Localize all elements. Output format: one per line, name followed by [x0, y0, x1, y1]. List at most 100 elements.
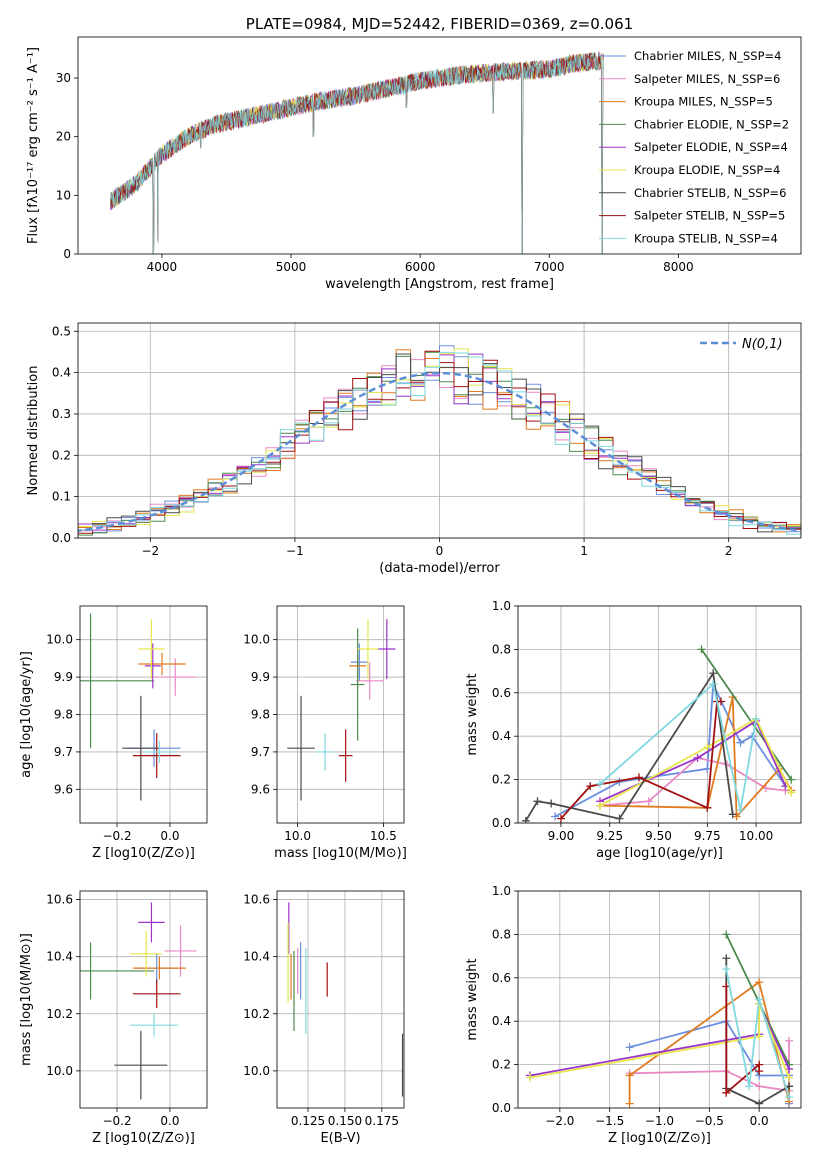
errorbar-point	[122, 695, 160, 801]
weight-series	[595, 680, 761, 814]
weight-vs-Z-axes: −2.0 −1.5 −1.0 −0.5 0.0 0.0 0.2 0.4 0.6 0.8 1.0 Z […	[465, 884, 802, 1146]
mass-vs-EBV-plot-area	[287, 902, 404, 1097]
mass-vs-Z-axes: −0.2 0.0 10.0 10.2 10.4 10.6 Z [log10(Z/Z⊙)] ma…	[19, 890, 208, 1146]
y-tick-label: 10	[56, 188, 71, 202]
weight-marker	[709, 669, 718, 678]
x-tick-label: 0.175	[365, 1114, 399, 1128]
x-tick-label: −2	[141, 544, 159, 558]
x-tick-label: −1	[286, 544, 304, 558]
x-axis-label: mass [log10(M/M⊙)]	[274, 846, 407, 861]
weight-line	[599, 717, 793, 807]
y-tick-label: 10.6	[46, 893, 73, 907]
spectrum-line	[110, 52, 604, 254]
y-tick-label: 0.2	[52, 448, 71, 462]
age-vs-mass-plot-area	[287, 619, 396, 801]
weight-marker	[595, 801, 604, 810]
y-tick-label: 9.9	[251, 670, 270, 684]
mass-vs-Z-plot-area	[80, 902, 197, 1100]
weight-vs-age-axes: 9.00 9.25 9.50 9.75 10.00 0.0 0.2 0.4 0.6 0.8 1.0 a…	[465, 599, 802, 861]
x-axis-label: wavelength [Angstrom, rest frame]	[325, 277, 554, 292]
weight-marker	[722, 930, 731, 939]
weight-line	[599, 756, 786, 807]
weight-marker	[615, 814, 624, 823]
errorbar-point	[80, 613, 155, 749]
age-vs-Z-plot-area	[80, 613, 197, 801]
legend-entry: Chabrier ELODIE, N_SSP=2	[634, 117, 789, 131]
y-axis-label: Flux [fλ10⁻¹⁷ erg cm⁻² s⁻¹ A⁻¹]	[26, 47, 41, 244]
x-tick-label: 5000	[276, 260, 307, 274]
y-tick-label: 10.2	[46, 1007, 73, 1021]
errorbar-point	[138, 619, 165, 679]
y-tick-label: 30	[56, 71, 71, 85]
weight-vs-age-plot-area	[521, 645, 796, 823]
weight-marker	[644, 797, 653, 806]
weight-line	[725, 968, 790, 1098]
spectrum-line	[110, 51, 604, 254]
age-vs-mass-frame	[276, 605, 405, 824]
weight-vs-Z-plot-area	[525, 930, 794, 1108]
legend-entry: Salpeter STELIB, N_SSP=5	[634, 209, 785, 223]
weight-marker	[755, 1082, 764, 1091]
weight-marker	[755, 1067, 764, 1076]
errorbar-point	[130, 930, 163, 977]
errorbar-point	[378, 619, 396, 679]
y-tick-label: 0.5	[52, 324, 71, 338]
x-tick-label: 6000	[405, 260, 436, 274]
legend-entry: Kroupa ELODIE, N_SSP=4	[634, 163, 780, 177]
weight-marker	[709, 680, 718, 689]
y-tick-label: 0.4	[492, 1014, 511, 1028]
spectrum-line	[110, 52, 604, 254]
y-tick-label: 0.4	[492, 729, 511, 743]
x-tick-label: 1	[580, 544, 588, 558]
y-axis-label: age [log10(age/yr)]	[19, 651, 34, 778]
weight-marker	[625, 1043, 634, 1052]
weight-marker	[625, 1099, 634, 1108]
legend-entry: Kroupa MILES, N_SSP=5	[634, 95, 773, 109]
y-tick-label: 0	[63, 247, 71, 261]
weight-marker	[697, 645, 706, 654]
weight-marker	[755, 1032, 764, 1041]
errorbar-point	[138, 902, 165, 943]
errorbar-point	[143, 740, 176, 764]
y-tick-label: 9.8	[251, 708, 270, 722]
errorbar-point	[132, 733, 181, 779]
x-axis-label: Z [log10(Z/Z⊙)]	[608, 1131, 711, 1146]
weight-series	[551, 680, 790, 821]
normal-curve	[78, 371, 801, 533]
y-tick-label: 0.6	[492, 971, 511, 985]
weight-vs-age-frame	[517, 605, 802, 824]
weight-marker	[703, 743, 712, 752]
x-tick-label: 9.00	[548, 829, 575, 843]
y-tick-label: 20	[56, 130, 71, 144]
y-axis-label: Normed distribution	[26, 366, 41, 496]
x-tick-label: −2.0	[545, 1114, 574, 1128]
age-vs-Z-frame	[79, 605, 208, 824]
mass-vs-EBV-axes: 0.125 0.150 0.175 10.0 10.2 10.4 10.6 E(B-V)	[243, 890, 405, 1146]
errorbar-point	[287, 695, 315, 801]
y-tick-label: 9.8	[54, 708, 73, 722]
errorbar-point	[316, 733, 334, 771]
residuals-plot-area	[78, 345, 801, 536]
x-tick-label: 0	[436, 544, 444, 558]
weight-marker	[722, 954, 731, 963]
legend-entry: Chabrier MILES, N_SSP=4	[634, 49, 781, 63]
weight-marker	[521, 816, 530, 823]
x-tick-label: 10.00	[739, 829, 773, 843]
x-axis-label: (data-model)/error	[379, 561, 500, 576]
y-tick-label: 0.0	[492, 816, 511, 830]
errorbar-point	[114, 1030, 168, 1100]
y-tick-label: 0.1	[52, 490, 71, 504]
y-tick-label: 0.6	[492, 686, 511, 700]
residuals-axes: −2 −1 0 1 2 0.0 0.1 0.2 0.3 0.4 0.5 (data-model)/er…	[26, 322, 802, 576]
errorbar-point	[132, 956, 186, 980]
x-tick-label: −0.2	[102, 1114, 131, 1128]
weight-marker	[761, 784, 770, 793]
weight-line	[700, 648, 792, 781]
weight-marker	[547, 799, 556, 808]
legend-entry: Salpeter MILES, N_SSP=6	[634, 72, 780, 86]
weight-marker	[787, 788, 796, 797]
errorbar-point	[132, 979, 181, 1009]
y-tick-label: 9.6	[251, 782, 270, 796]
errorbar-point	[138, 652, 186, 676]
weight-marker	[785, 1073, 794, 1082]
